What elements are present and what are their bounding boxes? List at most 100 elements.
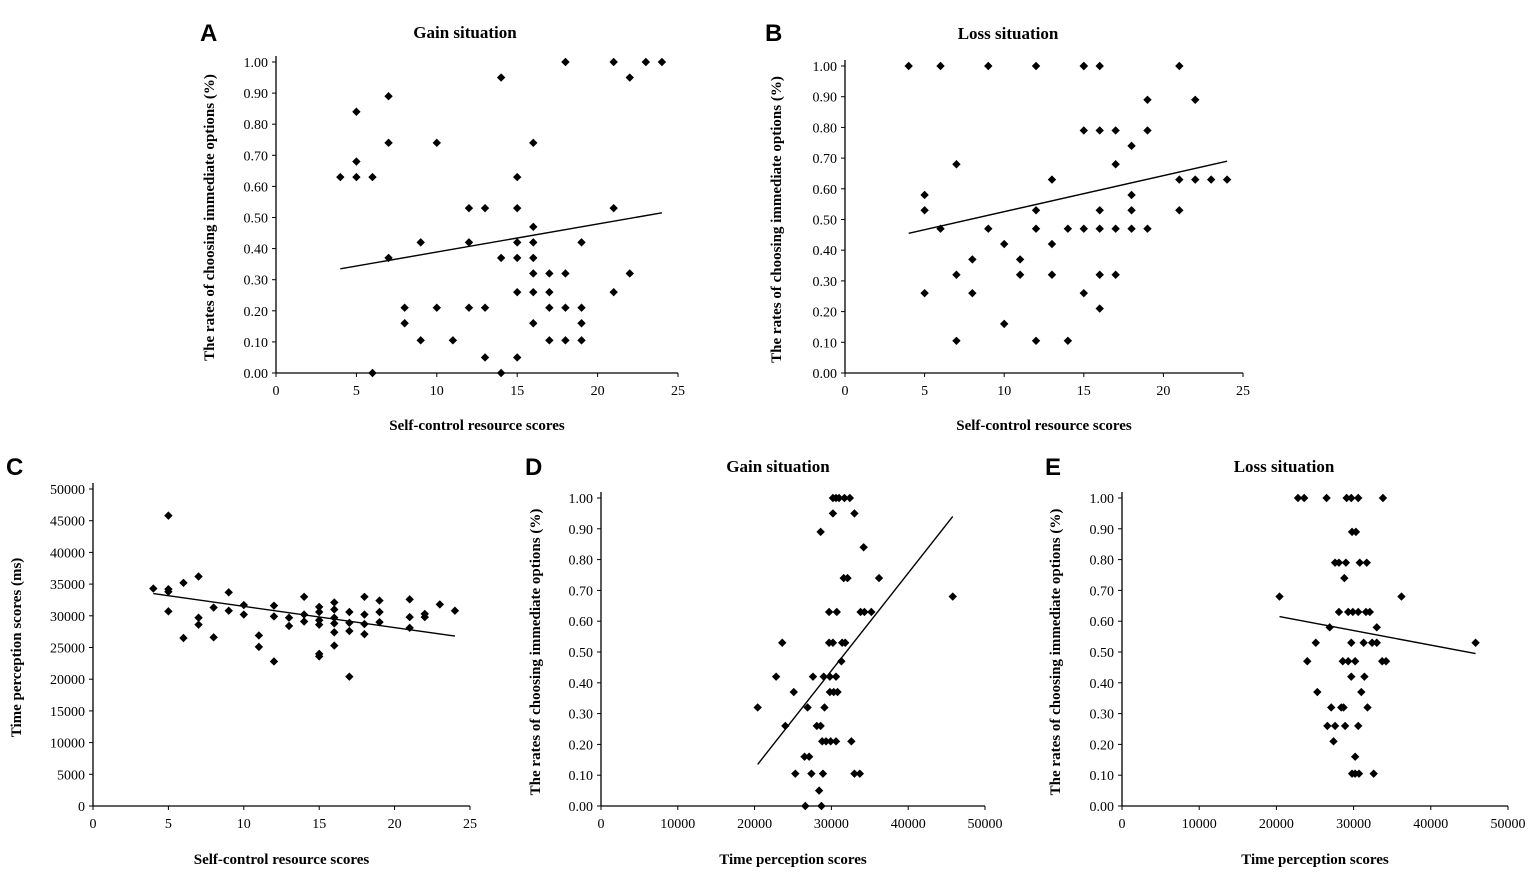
data-point [432,138,441,148]
data-point [1175,61,1184,71]
data-point [1127,190,1136,200]
data-point [1191,175,1200,184]
x-axis-label: Self-control resource scores [389,418,565,434]
data-point [936,224,945,233]
data-point [952,160,961,169]
data-point [1357,687,1366,697]
data-point [513,287,522,297]
data-point [800,752,809,761]
data-point [808,672,818,681]
data-point [825,672,835,681]
data-point [936,61,945,71]
data-point [179,578,188,588]
data-point [345,626,354,636]
data-point [1095,304,1104,313]
y-tick-label: 0.70 [244,149,269,164]
data-point [1330,721,1340,731]
data-point [968,288,977,298]
data-point [529,319,538,328]
data-point [1079,224,1088,233]
data-point [496,368,506,378]
data-point [330,598,339,607]
data-point [1127,224,1136,233]
data-point [791,769,800,778]
data-point [254,642,264,652]
y-tick-label: 30000 [50,610,85,625]
data-point [496,73,506,82]
data-point [826,737,835,746]
data-point [239,610,248,619]
x-tick-label: 30000 [1336,817,1371,832]
data-point [577,336,586,345]
data-point [164,511,173,520]
panel-letter: C [6,454,23,481]
data-point [1015,255,1025,264]
panel-letter: A [200,20,217,47]
data-point [577,303,586,312]
data-point [1354,769,1364,778]
data-point [831,672,841,681]
y-tick-label: 15000 [50,705,85,720]
data-point [194,620,203,629]
y-tick-label: 0.30 [569,708,594,723]
x-tick-label: 5 [165,817,172,832]
y-tick-label: 0.70 [813,152,838,167]
data-point [450,606,460,615]
data-point [1334,558,1344,567]
data-point [1363,703,1372,712]
x-tick-label: 15 [312,817,326,832]
y-tick-label: 0.00 [1090,800,1115,815]
data-point [299,617,309,626]
y-tick-label: 0.60 [1090,615,1115,630]
data-point [1063,336,1073,345]
data-point [529,287,538,297]
data-point [1372,638,1381,647]
data-point [164,607,173,616]
chart-title: Loss situation [958,24,1059,43]
data-point [1362,558,1371,567]
data-point [513,172,522,182]
data-point [545,287,554,297]
chart-panel-a: A Gain situation 0.00 0.10 0.20 0.30 0.40 0.50 0… [200,20,685,434]
data-point [284,613,294,622]
y-tick-label: 0.80 [569,554,594,569]
y-tick-label: 0.80 [1090,554,1115,569]
data-point [352,107,361,116]
data-point [1191,95,1200,104]
data-point [480,203,490,213]
data-point [1343,607,1353,617]
x-tick-label: 10 [237,817,251,832]
panel-letter: D [525,454,542,481]
y-tick-label: 20000 [50,673,85,688]
x-axis-label: Time perception scores [1241,852,1389,868]
y-tick-label: 0.70 [1090,584,1115,599]
data-point [1047,270,1057,279]
data-point [952,270,961,279]
data-point [1347,493,1356,503]
data-point [179,633,188,643]
data-point [816,721,825,731]
data-point [1206,175,1216,184]
data-point [837,657,846,666]
x-tick-label: 15 [1077,384,1091,399]
x-tick-label: 5 [921,384,928,399]
y-tick-label: 0.50 [1090,646,1115,661]
data-point [1325,623,1334,632]
data-point [480,353,490,362]
data-point [299,592,309,601]
panel-letter: E [1045,454,1061,481]
y-tick-label: 0.90 [813,91,838,106]
data-point [641,57,651,67]
x-tick-label: 20 [591,384,605,399]
data-point [801,801,810,811]
data-point [435,600,445,609]
data-point [1397,592,1406,601]
y-tick-label: 0.90 [244,87,269,102]
x-tick-label: 20000 [737,817,772,832]
data-point [807,769,816,778]
y-tick-label: 0.00 [813,367,838,382]
data-point [1350,752,1360,761]
data-point [352,157,361,166]
data-point [821,737,831,746]
data-point [405,623,414,633]
